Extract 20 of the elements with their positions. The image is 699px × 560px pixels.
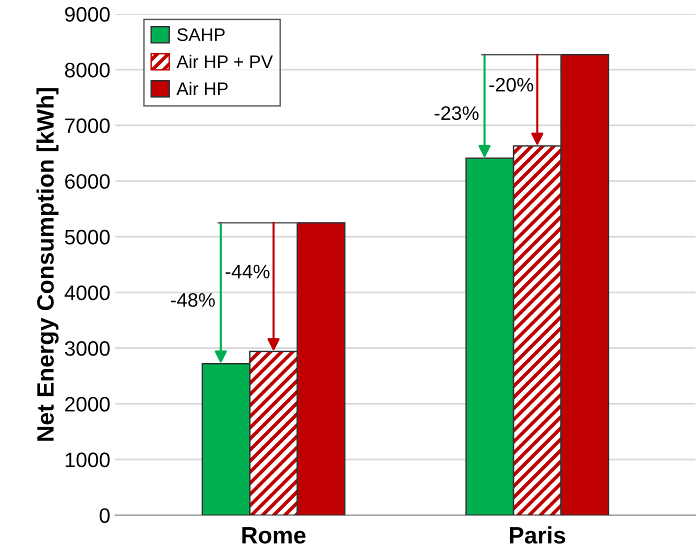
annotation: -23% xyxy=(434,106,479,120)
y-tick-label: 3000 xyxy=(64,341,110,356)
annotation: -20% xyxy=(489,78,534,92)
y-tick-label: 0 xyxy=(100,508,110,523)
y-tick-label: 5000 xyxy=(64,230,110,245)
y-tick-label: 7000 xyxy=(65,118,110,134)
y-tick-label: 6000 xyxy=(65,174,110,189)
y-tick-label: 4000 xyxy=(64,285,110,300)
annotation: -44% xyxy=(226,264,270,278)
x-tick-label: Paris xyxy=(510,526,566,544)
x-tick-label: Rome xyxy=(242,527,306,544)
annotation: -48% xyxy=(171,293,215,307)
y-tick-label: 9000 xyxy=(65,7,110,22)
legend-label: SAHP xyxy=(177,28,225,42)
y-tick-label: 1000 xyxy=(66,452,110,468)
legend-label: Air HP xyxy=(176,82,228,95)
y-tick-label: 8000 xyxy=(65,62,110,78)
y-tick-label: 2000 xyxy=(65,396,110,412)
y-axis-title: Net Energy Consumption [kWh] xyxy=(36,88,59,441)
legend-label: Air HP + PV xyxy=(176,54,273,68)
